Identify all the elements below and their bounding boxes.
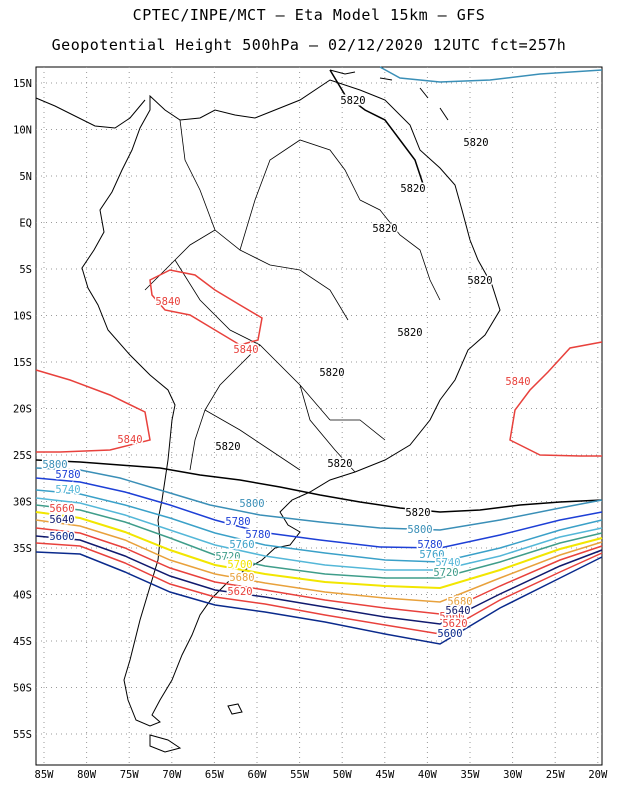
lon-tick-label: 55W: [290, 769, 310, 781]
country-borders: [144, 119, 441, 473]
contour-label: 5640: [445, 605, 470, 617]
contour-5660: [35, 527, 603, 615]
contour-5840-amazon: [149, 269, 263, 346]
lat-tick-label: 55S: [13, 729, 32, 741]
contour-label: 5820: [215, 441, 240, 453]
contour-label: 5840: [155, 296, 180, 308]
lat-tick-label: 45S: [13, 636, 32, 648]
contour-5600: [35, 551, 603, 645]
map-frame: [35, 66, 603, 766]
contour-label: 5600: [437, 628, 462, 640]
lat-tick-label: 40S: [13, 590, 32, 602]
contour-label: 5780: [225, 516, 250, 528]
contour-label: 5800: [42, 459, 67, 471]
lat-tick-label: 5S: [19, 264, 32, 276]
contour-label: 5660: [439, 611, 464, 623]
central-america-coast: [35, 97, 146, 129]
lat-tick-label: 25S: [13, 450, 32, 462]
lat-tick-label: EQ: [19, 218, 32, 230]
lon-tick-label: 25W: [546, 769, 566, 781]
contour-label: 5780: [417, 539, 442, 551]
lon-tick-label: 85W: [35, 769, 55, 781]
contour-label: 5820: [463, 137, 488, 149]
contour-5680: [35, 519, 603, 603]
contour-label: 5840: [505, 376, 530, 388]
contour-label: 5760: [419, 549, 444, 561]
contour-5620: [35, 542, 603, 635]
lat-tick-label: 50S: [13, 683, 32, 695]
contour-labels: 5820 5820 5820 5820 5820 5820 5820 5820 5820 5820…: [41, 94, 532, 642]
contour-label: 5840: [117, 434, 142, 446]
contour-label: 5780: [245, 529, 270, 541]
contour-label: 5820: [340, 95, 365, 107]
contour-lines: [35, 66, 603, 645]
south-america-coast: [81, 79, 501, 727]
contour-label: 5820: [327, 458, 352, 470]
contour-5740: [35, 497, 603, 571]
title-line-2: Geopotential Height 500hPa – 02/12/2020 …: [51, 36, 567, 54]
caribbean-islands: [329, 69, 449, 121]
contour-label: 5840: [233, 344, 258, 356]
contour-label: 5820: [319, 367, 344, 379]
lat-tick-label: 10S: [13, 311, 32, 323]
lon-tick-label: 65W: [205, 769, 225, 781]
lon-tick-label: 75W: [120, 769, 140, 781]
contour-label: 5820: [467, 275, 492, 287]
lon-tick-label: 20W: [588, 769, 608, 781]
contour-label: 5820: [405, 507, 430, 519]
lon-tick-label: 60W: [248, 769, 268, 781]
axis-ticks: 15N 10N 5N EQ 5S 10S 15S 20S 25S 30S 35S 40S 45S 50S 5…: [13, 78, 608, 781]
contour-5800: [35, 467, 603, 531]
lat-tick-label: 20S: [13, 404, 32, 416]
contour-label: 5620: [442, 618, 467, 630]
contour-label: 5820: [400, 183, 425, 195]
contour-label: 5740: [435, 557, 460, 569]
contour-5800-north: [379, 66, 603, 83]
contour-5780: [35, 477, 603, 549]
tierra-del-fuego: [149, 734, 182, 753]
lat-tick-label: 30S: [13, 497, 32, 509]
falkland-islands: [227, 703, 243, 715]
title-line-1: CPTEC/INPE/MCT – Eta Model 15km – GFS: [132, 6, 486, 24]
contour-label: 5680: [447, 596, 472, 608]
contour-label: 5620: [227, 586, 252, 598]
contour-5720: [35, 504, 603, 579]
lat-tick-label: 15S: [13, 357, 32, 369]
contour-label: 5820: [372, 223, 397, 235]
contour-label: 5660: [49, 503, 74, 515]
lat-tick-label: 10N: [13, 125, 32, 137]
contour-5760: [35, 489, 603, 563]
contour-label: 5720: [215, 551, 240, 563]
contour-5820-main: [35, 459, 603, 513]
contour-label: 5640: [49, 514, 74, 526]
contour-label: 5720: [433, 567, 458, 579]
contour-label: 5800: [407, 524, 432, 536]
lat-tick-label: 35S: [13, 543, 32, 555]
contour-5840-east: [509, 341, 603, 457]
lon-tick-label: 35W: [461, 769, 481, 781]
contour-label: 5740: [55, 484, 80, 496]
contour-label: 5700: [227, 559, 252, 571]
contour-label: 5600: [49, 531, 74, 543]
lon-tick-label: 30W: [503, 769, 523, 781]
contour-5700: [35, 511, 603, 590]
contour-label: 5780: [55, 469, 80, 481]
contour-5840-west: [35, 369, 151, 453]
lon-tick-label: 50W: [333, 769, 353, 781]
lon-tick-label: 80W: [77, 769, 97, 781]
contour-label: 5760: [229, 539, 254, 551]
contour-5640: [35, 535, 603, 625]
lon-tick-label: 45W: [375, 769, 395, 781]
contour-5820-north: [329, 69, 426, 191]
contour-label: 5680: [229, 572, 254, 584]
lat-tick-label: 15N: [13, 78, 32, 90]
lon-tick-label: 70W: [162, 769, 182, 781]
lon-tick-label: 40W: [418, 769, 438, 781]
lat-tick-label: 5N: [19, 171, 32, 183]
coastline-and-borders: [35, 69, 501, 753]
contour-label: 5820: [397, 327, 422, 339]
contour-label: 5800: [239, 498, 264, 510]
